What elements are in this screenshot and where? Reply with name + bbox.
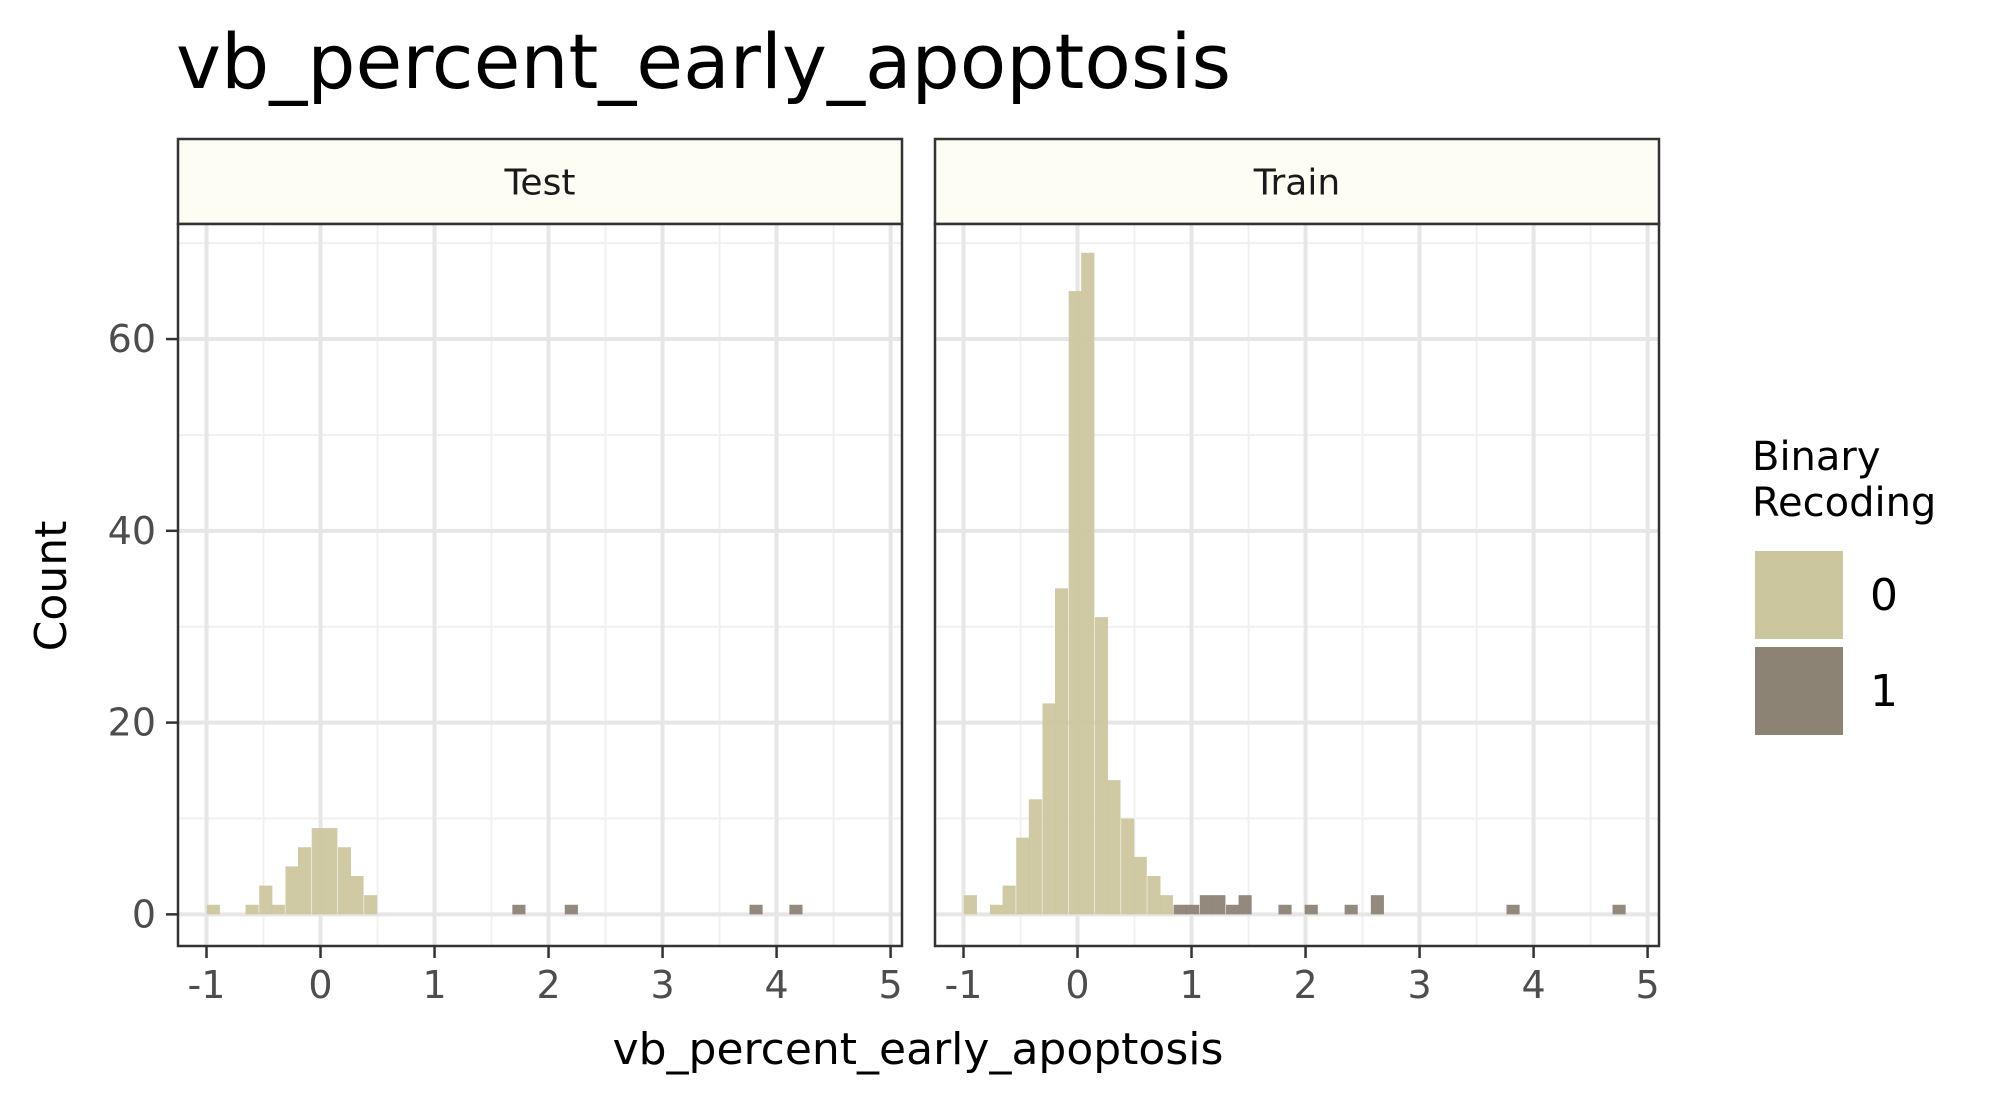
histogram-bar <box>1173 904 1187 915</box>
legend-label-1: 1 <box>1870 666 1898 717</box>
panel-background <box>178 224 902 946</box>
histogram-bar <box>1133 856 1147 915</box>
histogram-bar <box>512 904 526 915</box>
histogram-bar <box>285 866 299 915</box>
panel-train: Train -1 0 1 2 3 4 5 <box>933 137 1661 1007</box>
histogram-bar <box>364 895 378 915</box>
grid-lines <box>178 224 902 946</box>
bars <box>206 828 803 915</box>
histogram-bar <box>1042 703 1056 915</box>
x-tick-label: 1 <box>422 963 446 1007</box>
x-tick-label: 4 <box>1521 963 1545 1007</box>
histogram-bar <box>749 904 763 915</box>
x-tick-label: 0 <box>1065 963 1089 1007</box>
panel-border <box>176 222 904 948</box>
facet-strip <box>176 137 904 226</box>
x-tick-label: 3 <box>1407 963 1431 1007</box>
legend-title-line-1: Binary <box>1752 434 1881 480</box>
legend-label-0: 0 <box>1870 570 1898 621</box>
x-tick-label: 4 <box>764 963 788 1007</box>
y-tick-label: 0 <box>132 892 156 936</box>
histogram-bar <box>1199 895 1213 915</box>
histogram-bar <box>206 904 220 915</box>
panel-test: Test -1 0 1 2 3 4 5 0 20 40 60 <box>108 137 904 1007</box>
histogram-bar <box>564 904 578 915</box>
y-axis-title: Count <box>26 521 77 652</box>
histogram-bar <box>1055 588 1069 915</box>
facet-panels: Test -1 0 1 2 3 4 5 0 20 40 60 Train -1 0 1 2 3 4 5 <box>108 137 1661 1007</box>
histogram-bar <box>1212 895 1226 915</box>
chart-title: vb_percent_early_apoptosis <box>176 17 1231 106</box>
bars <box>963 252 1626 915</box>
facet-strip-label: Test <box>504 163 576 204</box>
histogram-bar <box>311 828 325 915</box>
histogram-bar <box>1081 252 1095 915</box>
histogram-bar <box>1506 904 1520 915</box>
histogram-bar <box>789 904 803 915</box>
x-tick-label: 3 <box>650 963 674 1007</box>
histogram-bar <box>1238 895 1252 915</box>
facet-strip-label: Train <box>1253 163 1340 204</box>
legend-key-1 <box>1755 647 1843 735</box>
histogram-bar <box>245 904 259 915</box>
histogram-bar <box>1068 291 1082 915</box>
histogram-bar <box>337 847 352 915</box>
histogram-bar <box>1147 876 1161 915</box>
panel-border <box>933 222 1661 948</box>
legend-title-line-2: Recoding <box>1752 480 1936 526</box>
histogram-bar <box>1094 617 1109 915</box>
histogram-bar <box>1121 818 1135 915</box>
x-tick-label: -1 <box>945 963 983 1007</box>
y-tick-label: 20 <box>108 701 156 745</box>
histogram-bar <box>1107 780 1121 915</box>
histogram-bar <box>963 895 977 915</box>
legend: Binary Recoding 0 1 <box>1752 434 1936 735</box>
x-tick-label: 5 <box>879 963 903 1007</box>
histogram-bar <box>1344 904 1358 915</box>
histogram-bar <box>1370 895 1384 915</box>
histogram-bar <box>350 876 364 915</box>
histogram-bar <box>1016 837 1030 915</box>
x-tick-label: 2 <box>536 963 560 1007</box>
facet-strip <box>933 137 1661 226</box>
histogram-bar <box>1028 799 1042 915</box>
histogram-bar <box>1159 895 1174 915</box>
y-tick-label: 40 <box>108 509 156 553</box>
histogram-bar <box>1612 904 1626 915</box>
legend-key-0 <box>1755 551 1843 639</box>
x-tick-label: -1 <box>188 963 226 1007</box>
histogram-bar <box>271 904 285 915</box>
x-tick-label: 0 <box>308 963 332 1007</box>
x-tick-label: 5 <box>1636 963 1660 1007</box>
histogram-bar <box>1002 885 1016 915</box>
histogram-bar <box>1278 904 1292 915</box>
x-tick-label: 2 <box>1293 963 1317 1007</box>
histogram-bar <box>990 904 1004 915</box>
histogram-bar <box>1186 904 1200 915</box>
histogram-bar <box>298 847 312 915</box>
histogram-bar <box>259 885 273 915</box>
x-tick-label: 1 <box>1179 963 1203 1007</box>
y-tick-label: 60 <box>108 317 156 361</box>
histogram-bar <box>324 828 338 915</box>
x-axis-title: vb_percent_early_apoptosis <box>613 1024 1224 1075</box>
histogram-bar <box>1304 904 1318 915</box>
histogram-bar <box>1226 904 1240 915</box>
